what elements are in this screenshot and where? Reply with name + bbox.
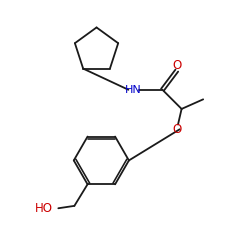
Text: O: O <box>172 123 181 136</box>
Text: HO: HO <box>35 202 53 215</box>
Text: O: O <box>172 59 181 72</box>
Text: HN: HN <box>125 85 142 95</box>
